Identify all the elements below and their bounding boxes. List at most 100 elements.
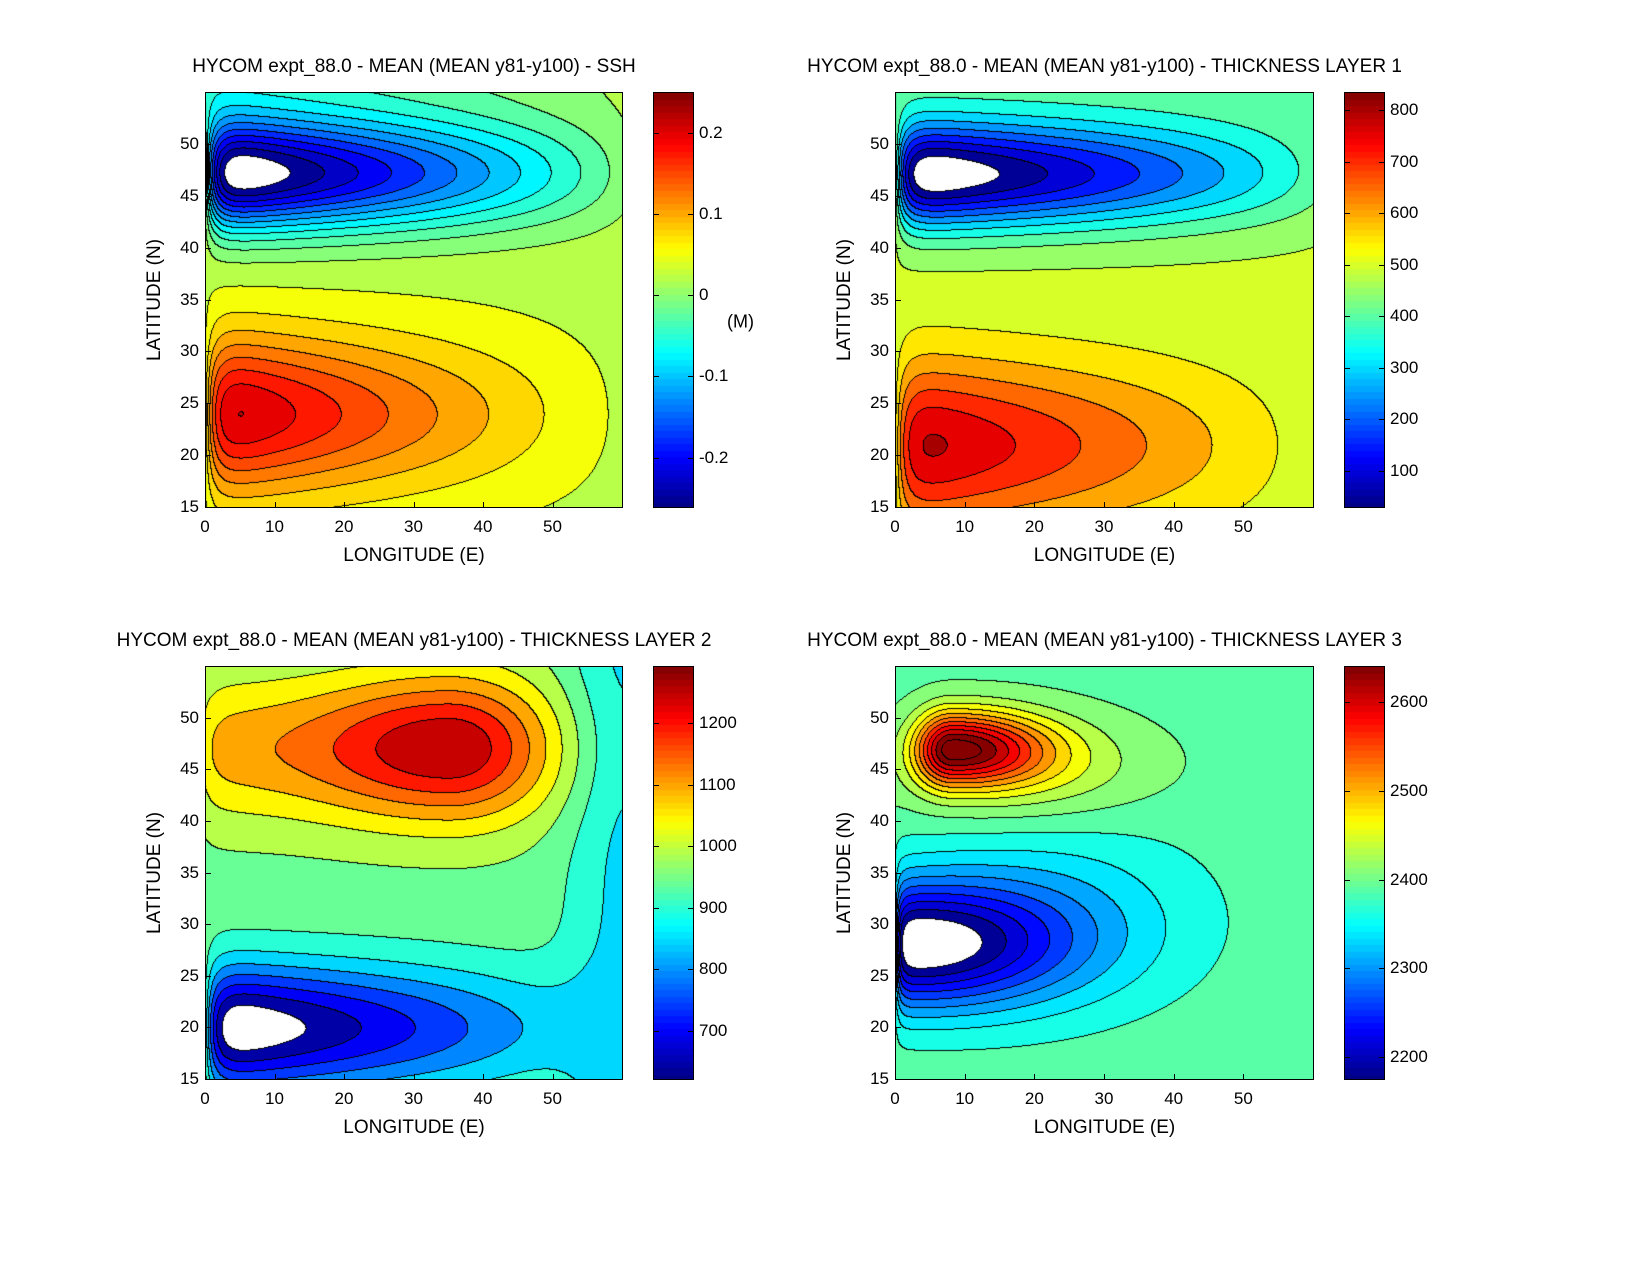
x-tick-label: 30 [404, 517, 423, 536]
colorbar-tick-label: 900 [699, 897, 728, 917]
colorbar-tick-mark [688, 132, 694, 134]
x-tick-label: 30 [404, 1089, 423, 1108]
colorbar-tick-mark [1379, 470, 1385, 472]
colorbar-tick-mark [1344, 110, 1350, 112]
y-tick-label: 15 [870, 1069, 889, 1088]
colorbar-tick-label: 400 [1390, 306, 1419, 326]
y-tick-label: 20 [870, 445, 889, 465]
colorbar-tick-mark [653, 846, 659, 848]
y-axis-label: LATITUDE (N) [144, 238, 165, 362]
y-tick-mark [205, 507, 211, 508]
x-tick-label: 0 [890, 1089, 900, 1108]
y-tick-mark [205, 195, 211, 197]
colorbar-tick-mark [1379, 1056, 1385, 1058]
x-tick-mark [895, 502, 896, 508]
colorbar-tick-mark [688, 1030, 694, 1032]
y-tick-mark [205, 924, 211, 926]
x-tick-label: 10 [265, 517, 284, 536]
x-tick-mark [344, 502, 345, 508]
x-tick-mark [205, 502, 206, 508]
y-tick-mark [205, 299, 211, 301]
y-tick-mark [205, 769, 211, 771]
y-tick-label: 20 [180, 1017, 199, 1037]
x-tick-label: 0 [200, 517, 210, 536]
y-tick-mark [205, 820, 211, 822]
colorbar-frame [653, 92, 694, 508]
colorbar-tick-mark [1344, 470, 1350, 472]
colorbar-tick-mark [653, 907, 659, 909]
x-tick-mark [1243, 502, 1245, 508]
y-tick-label: 30 [180, 341, 199, 361]
x-tick-label: 20 [1024, 1089, 1044, 1108]
plot-title: HYCOM expt_88.0 - MEAN (MEAN y81-y100) -… [807, 56, 1402, 77]
axes-frame [205, 92, 623, 508]
contour-field [205, 666, 623, 1080]
colorbar-tick-mark [1379, 264, 1385, 266]
y-tick-label: 45 [180, 759, 199, 779]
colorbar-tick-mark [1344, 316, 1350, 318]
colorbar [653, 666, 694, 1080]
colorbar-tick-label: 700 [1390, 151, 1419, 171]
y-tick-mark [895, 820, 901, 822]
colorbar-frame [653, 666, 694, 1080]
colorbar-tick-mark [653, 457, 659, 459]
x-tick-label: 20 [1024, 517, 1044, 536]
x-axis-label: LONGITUDE (E) [343, 545, 485, 566]
colorbar-tick-mark [653, 723, 659, 725]
colorbar-tick-label: 800 [1390, 100, 1419, 120]
x-tick-mark [274, 1074, 276, 1080]
y-tick-label: 35 [180, 289, 199, 309]
colorbar [1344, 92, 1385, 508]
colorbar-tick-mark [688, 295, 694, 297]
x-tick-label: 20 [334, 1089, 354, 1108]
colorbar-tick-mark [1379, 367, 1385, 369]
y-tick-label: 45 [180, 185, 199, 205]
x-tick-mark [205, 1074, 206, 1080]
colorbar-tick-mark [1379, 213, 1385, 215]
y-tick-label: 45 [870, 759, 889, 779]
colorbar-tick-mark [653, 784, 659, 786]
colorbar-tick-label: 2200 [1390, 1046, 1428, 1066]
x-tick-mark [895, 1074, 896, 1080]
x-tick-mark [552, 502, 554, 508]
y-tick-mark [895, 403, 901, 405]
y-tick-mark [895, 1079, 901, 1080]
colorbar-tick-mark [1344, 879, 1350, 881]
x-tick-mark [344, 1074, 345, 1080]
y-tick-label: 15 [870, 497, 889, 516]
colorbar-tick-label: 1100 [699, 774, 736, 794]
colorbar-tick-mark [1344, 264, 1350, 266]
y-tick-label: 30 [870, 914, 889, 934]
colorbar-tick-mark [1344, 213, 1350, 215]
y-tick-mark [205, 351, 211, 353]
colorbar-tick-mark [1379, 161, 1385, 163]
x-tick-mark [964, 1074, 966, 1080]
colorbar-tick-label: 2400 [1390, 869, 1428, 889]
x-tick-label: 50 [1233, 1089, 1253, 1108]
colorbar-tick-mark [1379, 110, 1385, 112]
x-tick-label: 50 [543, 1089, 562, 1108]
y-tick-label: 30 [180, 914, 199, 934]
y-tick-mark [205, 455, 211, 457]
y-tick-mark [895, 351, 901, 353]
x-axis-label: LONGITUDE (E) [1033, 1117, 1176, 1138]
contour-field [895, 666, 1314, 1080]
x-tick-label: 50 [543, 517, 562, 536]
colorbar-tick-mark [688, 723, 694, 725]
colorbar-tick-mark [688, 784, 694, 786]
y-tick-label: 35 [870, 862, 889, 882]
y-tick-label: 40 [180, 237, 199, 257]
colorbar-tick-mark [688, 846, 694, 848]
colorbar-tick-label: 2600 [1390, 692, 1428, 712]
colorbar-tick-label: 2500 [1390, 780, 1428, 800]
colorbar-tick-label: 800 [699, 959, 728, 979]
y-tick-mark [895, 195, 901, 197]
y-tick-label: 15 [180, 1069, 199, 1088]
y-tick-mark [205, 717, 211, 719]
plot-title: HYCOM expt_88.0 - MEAN (MEAN y81-y100) -… [807, 630, 1402, 651]
y-tick-label: 35 [870, 289, 889, 309]
y-tick-mark [895, 924, 901, 926]
contour-field [205, 92, 623, 508]
y-tick-mark [205, 143, 211, 145]
x-tick-label: 30 [1094, 1089, 1114, 1108]
